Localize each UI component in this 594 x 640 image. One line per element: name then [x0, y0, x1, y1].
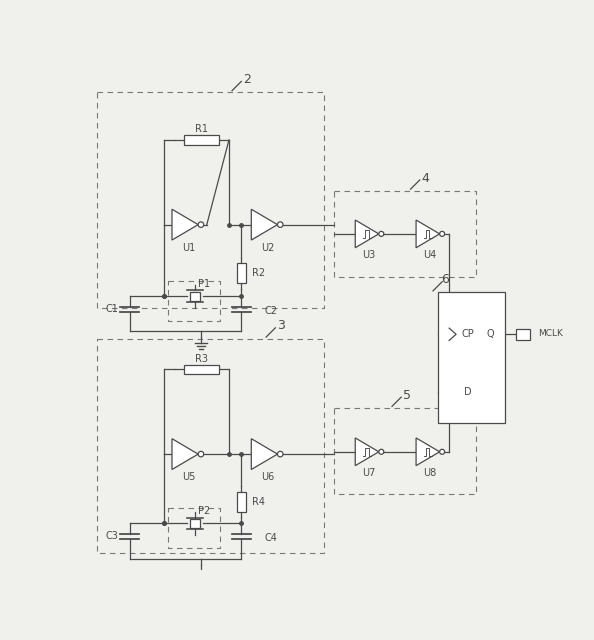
Text: C1: C1: [106, 305, 119, 314]
Polygon shape: [355, 220, 379, 248]
Circle shape: [379, 232, 384, 236]
Polygon shape: [251, 209, 277, 240]
Text: U7: U7: [362, 468, 376, 478]
Text: R4: R4: [252, 497, 265, 507]
Circle shape: [277, 222, 283, 227]
Text: U1: U1: [182, 243, 195, 253]
Text: U8: U8: [424, 468, 437, 478]
Text: C2: C2: [264, 306, 277, 316]
Bar: [190, 292, 200, 301]
Polygon shape: [172, 438, 198, 470]
Text: 5: 5: [403, 388, 411, 402]
Polygon shape: [172, 209, 198, 240]
Text: R2: R2: [252, 268, 265, 278]
Text: 6: 6: [441, 273, 448, 286]
Text: U5: U5: [182, 472, 195, 482]
Bar: [184, 365, 219, 374]
Text: U4: U4: [424, 250, 437, 260]
Text: U6: U6: [261, 472, 275, 482]
Bar: [236, 263, 246, 283]
Polygon shape: [416, 220, 440, 248]
Circle shape: [440, 449, 445, 454]
Circle shape: [440, 232, 445, 236]
Text: CP: CP: [461, 330, 474, 339]
Circle shape: [198, 451, 204, 457]
Text: C4: C4: [264, 533, 277, 543]
Bar: [190, 519, 200, 528]
Text: 3: 3: [277, 319, 285, 332]
Polygon shape: [416, 438, 440, 466]
Text: U2: U2: [261, 243, 275, 253]
Text: R3: R3: [195, 354, 208, 364]
Text: 2: 2: [243, 73, 251, 86]
Bar: [516, 329, 530, 340]
Bar: [438, 292, 505, 423]
Text: P1: P1: [198, 279, 210, 289]
Text: C3: C3: [106, 531, 119, 541]
Text: D: D: [464, 387, 471, 397]
Polygon shape: [355, 438, 379, 466]
Bar: [236, 492, 246, 512]
Text: U3: U3: [362, 250, 376, 260]
Circle shape: [198, 222, 204, 227]
Polygon shape: [251, 438, 277, 470]
Text: 4: 4: [421, 172, 429, 184]
Bar: [184, 135, 219, 145]
Circle shape: [379, 449, 384, 454]
Text: MCLK: MCLK: [538, 329, 563, 338]
Text: P2: P2: [198, 506, 210, 516]
Text: R1: R1: [195, 124, 208, 134]
Circle shape: [277, 451, 283, 457]
Text: Q: Q: [486, 330, 494, 339]
